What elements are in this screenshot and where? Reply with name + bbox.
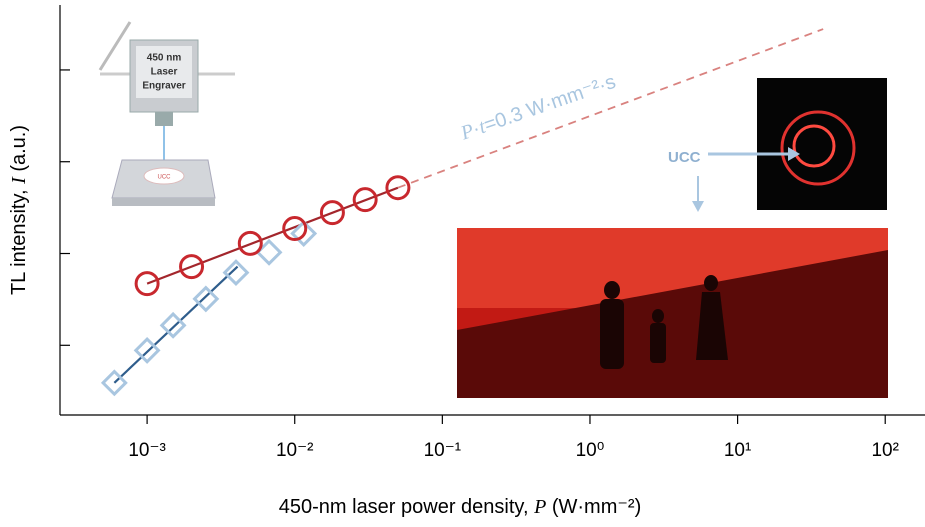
circle-point (237, 230, 263, 256)
arrow-head (692, 201, 704, 212)
x-label-part: 450-nm laser power density, (279, 496, 534, 518)
y-axis-label: TL intensity, I (a.u.) (8, 125, 31, 295)
circle-point (134, 271, 160, 297)
photo (457, 228, 888, 398)
engraver-illustration: UCC 450 nm Laser Engraver (98, 21, 235, 206)
diamond-point (100, 369, 128, 397)
photo-shore (457, 250, 888, 398)
figure (704, 275, 718, 291)
y-label-part: (a.u.) (8, 125, 30, 177)
x-tick-label: 10⁻³ (128, 440, 166, 461)
annotation: P·t=0.3 W·mm⁻²·s (457, 70, 619, 145)
engraver-text: Engraver (142, 81, 185, 92)
plate-edge (112, 198, 215, 206)
engraver-face (136, 46, 192, 98)
circle-point (282, 216, 308, 242)
figure (600, 299, 624, 369)
engraver-text: 450 nm (147, 53, 182, 64)
arm (98, 21, 132, 71)
ring-image (757, 78, 887, 210)
fit-line (397, 28, 824, 189)
x-label-part: (W·mm⁻²) (546, 496, 641, 518)
annotation-part: =0.3 W·mm⁻²·s (481, 71, 618, 137)
ring (792, 124, 836, 168)
diamond-point (255, 238, 283, 266)
figure (696, 292, 728, 360)
diamond-point (192, 285, 220, 313)
engraver-text: Laser (151, 67, 178, 78)
y-label-part: I (8, 176, 30, 185)
circle-point (385, 175, 411, 201)
fit-line (113, 265, 239, 384)
arrow-head (788, 147, 800, 161)
figure (604, 281, 620, 299)
diamond-point (222, 259, 250, 287)
x-axis-label: 450-nm laser power density, P (W·mm⁻²) (279, 496, 641, 519)
x-tick-label: 10¹ (724, 440, 751, 461)
y-label-part: TL intensity, (8, 184, 30, 295)
sample (143, 167, 185, 185)
x-tick-label: 10² (871, 440, 898, 461)
nozzle (155, 112, 173, 126)
x-tick-label: 10⁻² (276, 440, 314, 461)
x-label-part: P (533, 496, 546, 518)
x-tick-label: 10⁰ (576, 440, 605, 461)
ring (780, 110, 856, 186)
plate-label: UCC (158, 175, 172, 181)
circle-point (352, 187, 378, 213)
diamond-point (159, 311, 187, 339)
ring-bg (757, 78, 887, 210)
circle-point (319, 200, 345, 226)
circle-point (179, 254, 205, 280)
figure (652, 309, 664, 323)
ucc-label: UCC (668, 149, 701, 166)
diamond-point (133, 336, 161, 364)
x-tick-label: 10⁻¹ (424, 440, 462, 461)
figure (650, 323, 666, 363)
